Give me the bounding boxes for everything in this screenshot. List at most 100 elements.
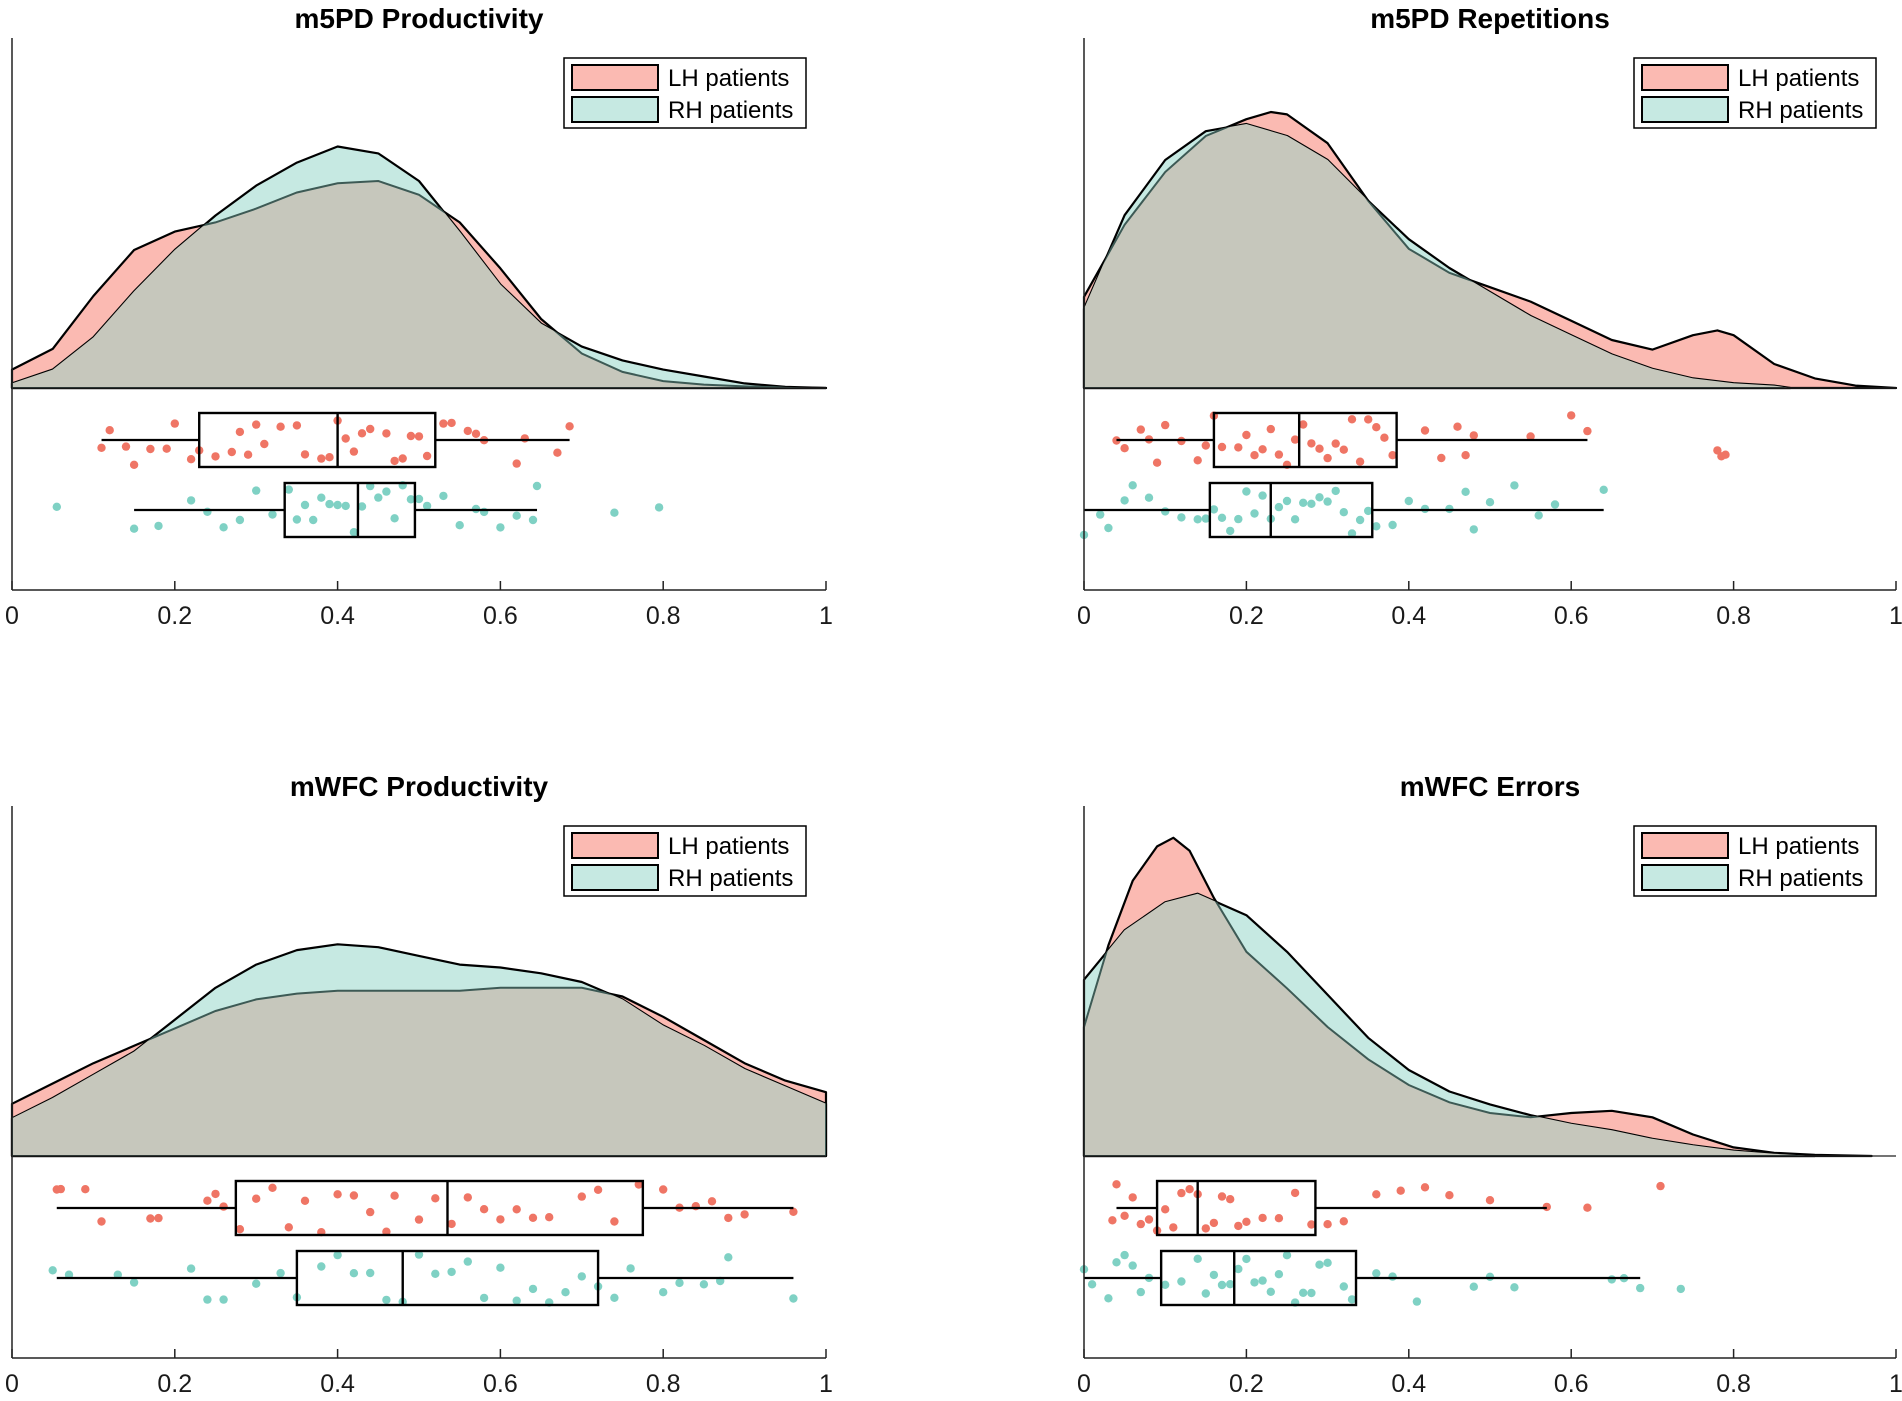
data-point-rh <box>1201 1289 1211 1298</box>
x-tick-label: 0.8 <box>1716 602 1751 630</box>
data-point-lh <box>235 1225 245 1234</box>
data-point-rh <box>789 1294 798 1303</box>
data-point-rh <box>1274 502 1284 512</box>
data-point-lh <box>447 1219 456 1229</box>
data-point-lh <box>1420 426 1430 435</box>
data-point-rh <box>1242 1254 1251 1264</box>
data-point-rh <box>528 515 538 525</box>
data-point-rh <box>1144 493 1154 502</box>
data-point-lh <box>1242 430 1251 440</box>
data-point-lh <box>439 419 448 428</box>
data-point-lh <box>398 454 407 463</box>
data-point-lh <box>1242 1217 1251 1227</box>
data-point-lh <box>1152 458 1162 467</box>
data-point-lh <box>1307 439 1316 448</box>
data-point-rh <box>349 1269 359 1278</box>
box-rh <box>283 481 417 539</box>
x-tick-label: 0.4 <box>1391 602 1426 630</box>
data-point-lh <box>1339 445 1349 454</box>
data-point-lh <box>300 1196 310 1206</box>
x-tick-label: 0.6 <box>1554 1370 1589 1398</box>
data-point-lh <box>1112 1180 1121 1189</box>
data-point-lh <box>1437 453 1446 463</box>
data-point-rh <box>1364 506 1373 516</box>
data-point-lh <box>659 1185 668 1194</box>
data-point-lh <box>1396 1186 1405 1195</box>
data-point-rh <box>219 523 228 532</box>
data-point-rh <box>186 1264 196 1273</box>
box-rh <box>295 1249 600 1307</box>
data-point-rh <box>1087 1280 1097 1289</box>
data-point-lh <box>1420 1183 1430 1192</box>
data-point-rh <box>1299 1288 1308 1298</box>
data-point-rh <box>479 1293 489 1303</box>
data-point-rh <box>1209 1270 1219 1280</box>
x-tick-label: 1 <box>819 602 833 630</box>
data-point-lh <box>414 432 424 441</box>
data-point-lh <box>1583 426 1592 436</box>
legend-swatch-rh <box>571 96 659 123</box>
legend-swatch-lh <box>1641 64 1729 91</box>
legend-label-lh: LH patients <box>1738 65 1859 92</box>
data-point-rh <box>1250 1278 1259 1287</box>
data-point-lh <box>1656 1181 1665 1191</box>
data-point-rh <box>1315 493 1324 502</box>
data-point-lh <box>146 444 155 454</box>
legend-label-rh: RH patients <box>1738 97 1863 124</box>
data-point-rh <box>1096 510 1105 519</box>
data-point-rh <box>374 493 383 502</box>
x-tick-label: 0 <box>1077 602 1091 630</box>
box-rh <box>1208 481 1374 539</box>
data-point-lh <box>349 1191 359 1200</box>
data-point-rh <box>1510 1283 1519 1292</box>
x-tick-label: 0.4 <box>320 1370 355 1398</box>
data-point-rh <box>1485 498 1495 507</box>
data-point-rh <box>284 485 293 494</box>
data-point-rh <box>463 1257 472 1266</box>
data-point-lh <box>203 1196 212 1205</box>
box-lh <box>1212 411 1398 469</box>
data-point-lh <box>1217 1192 1227 1201</box>
data-point-rh <box>1469 525 1479 534</box>
data-point-rh <box>1128 481 1137 490</box>
data-point-rh <box>113 1270 123 1279</box>
data-point-lh <box>1299 420 1308 429</box>
data-point-lh <box>610 1217 619 1226</box>
data-point-rh <box>659 1288 668 1297</box>
data-point-rh <box>1534 511 1543 520</box>
legend-label-lh: LH patients <box>668 65 789 92</box>
data-point-rh <box>1599 485 1608 494</box>
data-point-rh <box>1266 1287 1276 1297</box>
data-point-lh <box>422 451 432 461</box>
x-tick-label: 1 <box>1889 602 1902 630</box>
data-point-lh <box>300 450 310 459</box>
data-point-lh <box>341 434 350 443</box>
data-point-rh <box>1258 1276 1267 1285</box>
chart-title: mWFC Errors <box>1400 771 1580 802</box>
data-point-rh <box>1323 1258 1332 1268</box>
data-point-rh <box>422 501 432 511</box>
data-point-lh <box>496 1215 505 1224</box>
x-tick-label: 1 <box>1889 1370 1902 1398</box>
data-point-rh <box>1193 1254 1202 1264</box>
data-point-lh <box>1721 450 1730 459</box>
data-point-lh <box>1177 1188 1186 1198</box>
box-lh <box>198 411 437 469</box>
x-tick-label: 0.2 <box>157 602 192 630</box>
x-tick-label: 0.8 <box>646 1370 681 1398</box>
data-point-rh <box>1226 526 1235 536</box>
data-point-lh <box>1201 1224 1211 1233</box>
data-point-lh <box>1250 451 1259 460</box>
data-point-lh <box>1461 451 1470 460</box>
data-point-rh <box>1372 522 1381 531</box>
x-tick-label: 0.8 <box>646 602 681 630</box>
data-point-lh <box>1161 1205 1170 1214</box>
data-point-rh <box>1104 1294 1113 1303</box>
data-point-rh <box>1282 496 1292 506</box>
data-point-lh <box>349 447 359 456</box>
data-point-lh <box>1372 423 1381 432</box>
data-point-rh <box>1274 1270 1284 1279</box>
data-point-lh <box>1485 1196 1495 1205</box>
legend-swatch-rh <box>1641 864 1729 891</box>
